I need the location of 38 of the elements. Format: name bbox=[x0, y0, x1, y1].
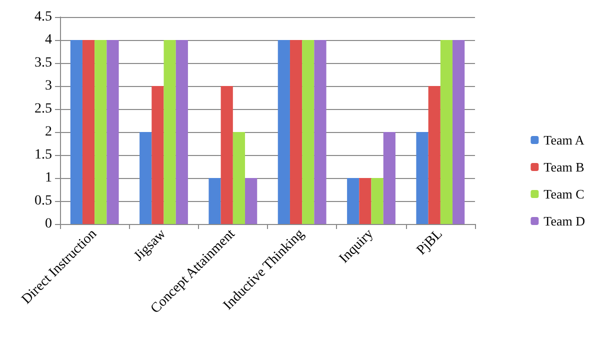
bar bbox=[140, 132, 152, 224]
y-tick-label: 1 bbox=[45, 170, 52, 186]
bar bbox=[152, 86, 164, 224]
legend-label: Team A bbox=[544, 132, 585, 148]
bar bbox=[371, 178, 384, 224]
legend-label: Team B bbox=[544, 160, 585, 174]
y-tick-label: 0.5 bbox=[34, 194, 52, 208]
y-tick-label: 1.5 bbox=[34, 148, 52, 162]
y-tick-label: 2 bbox=[45, 124, 52, 140]
y-tick-label: 3.5 bbox=[34, 56, 52, 70]
bar bbox=[359, 178, 372, 224]
legend-label: Team C bbox=[544, 186, 584, 202]
bar bbox=[290, 40, 302, 224]
bar bbox=[278, 40, 290, 224]
bar bbox=[245, 178, 258, 224]
legend-label: Team D bbox=[544, 214, 586, 228]
bar bbox=[416, 132, 428, 224]
bar bbox=[176, 40, 188, 224]
bar bbox=[106, 40, 119, 224]
bar bbox=[164, 40, 176, 224]
y-tick-label: 0 bbox=[45, 216, 52, 232]
y-tick-label: 4 bbox=[45, 32, 52, 48]
bar bbox=[232, 132, 246, 224]
bar bbox=[82, 40, 95, 224]
bar bbox=[220, 86, 233, 224]
bar bbox=[208, 178, 221, 224]
bar bbox=[383, 132, 396, 224]
bar bbox=[314, 40, 326, 224]
bar bbox=[302, 40, 314, 224]
y-tick-label: 2.5 bbox=[34, 102, 52, 116]
bar bbox=[428, 86, 440, 224]
bar bbox=[452, 40, 465, 224]
bar bbox=[70, 40, 82, 224]
bar bbox=[347, 178, 360, 224]
bar bbox=[440, 40, 453, 224]
y-tick-label: 3 bbox=[45, 78, 52, 94]
bar bbox=[94, 40, 107, 224]
y-tick-label: 4.5 bbox=[34, 10, 52, 24]
